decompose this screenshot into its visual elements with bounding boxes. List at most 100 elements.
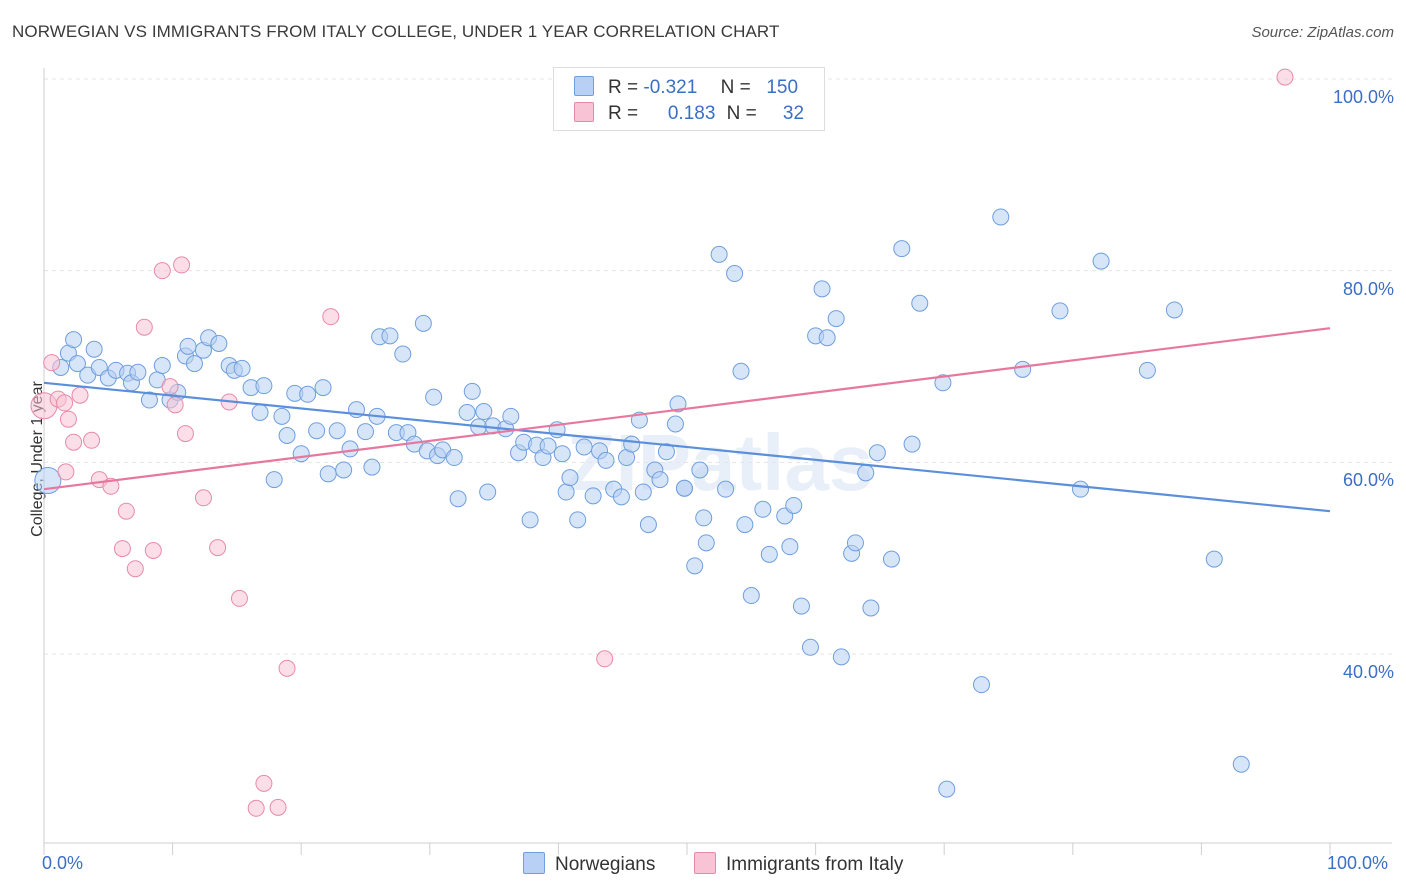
data-point bbox=[1014, 360, 1032, 378]
data-point bbox=[65, 331, 83, 349]
data-point bbox=[335, 461, 353, 479]
legend-n-label: N = bbox=[720, 77, 751, 98]
data-point bbox=[569, 511, 587, 529]
legend-n-value: 32 bbox=[782, 103, 805, 124]
data-point bbox=[278, 659, 296, 677]
legend-swatch-norwegians bbox=[574, 76, 594, 96]
y-tick-label: 80.0% bbox=[1342, 278, 1394, 299]
chart-title: NORWEGIAN VS IMMIGRANTS FROM ITALY COLLE… bbox=[12, 22, 780, 41]
data-point bbox=[742, 587, 760, 605]
data-point bbox=[210, 335, 228, 352]
data-point bbox=[726, 265, 744, 283]
data-point bbox=[71, 386, 89, 404]
data-point bbox=[695, 509, 713, 527]
data-point bbox=[584, 487, 602, 505]
data-point bbox=[857, 464, 875, 482]
legend-row-italy: R = 0.183 N = 32 bbox=[574, 102, 804, 126]
data-point bbox=[882, 550, 900, 568]
data-point bbox=[209, 539, 227, 557]
data-point bbox=[85, 340, 103, 358]
bottom-legend-label: Norwegians bbox=[555, 854, 656, 875]
data-point bbox=[557, 483, 575, 501]
bottom-legend-italy: Immigrants from Italy bbox=[694, 852, 903, 876]
data-point bbox=[691, 461, 709, 479]
data-point bbox=[1051, 302, 1069, 320]
data-point bbox=[230, 589, 248, 607]
data-point bbox=[153, 262, 171, 280]
data-point bbox=[308, 422, 326, 440]
data-point bbox=[666, 415, 684, 433]
trend-line bbox=[43, 381, 1331, 513]
data-point bbox=[341, 440, 359, 458]
data-point bbox=[832, 648, 850, 666]
data-point bbox=[233, 359, 251, 377]
data-point bbox=[255, 774, 273, 792]
data-point bbox=[911, 294, 929, 312]
x-tick-label-max: 100.0% bbox=[1327, 853, 1389, 873]
data-point bbox=[634, 483, 652, 501]
y-tick-label: 40.0% bbox=[1342, 662, 1394, 682]
data-point bbox=[255, 377, 273, 395]
data-point bbox=[846, 534, 864, 552]
legend-r-value: -0.321 bbox=[643, 77, 698, 98]
data-point bbox=[251, 404, 269, 421]
data-point bbox=[686, 557, 704, 575]
data-point bbox=[113, 540, 131, 558]
data-point bbox=[173, 256, 191, 274]
data-point bbox=[247, 799, 265, 817]
data-point bbox=[521, 511, 539, 529]
data-point bbox=[161, 378, 179, 396]
data-point bbox=[827, 310, 845, 328]
data-point bbox=[934, 374, 952, 392]
data-point bbox=[639, 516, 657, 534]
data-point bbox=[176, 425, 194, 443]
bottom-legend-label: Immigrants from Italy bbox=[726, 854, 904, 875]
trend-line bbox=[43, 327, 1331, 491]
data-point bbox=[135, 318, 153, 336]
data-point bbox=[992, 208, 1010, 226]
data-point bbox=[669, 395, 687, 413]
data-point bbox=[43, 354, 61, 372]
data-point bbox=[717, 480, 735, 498]
data-point bbox=[596, 650, 614, 668]
data-point bbox=[813, 280, 831, 298]
data-point bbox=[414, 314, 432, 332]
data-point bbox=[597, 451, 615, 469]
data-point bbox=[1165, 301, 1183, 319]
data-point bbox=[801, 638, 819, 656]
legend-swatch-italy bbox=[574, 102, 594, 122]
bottom-legend-norwegians: Norwegians bbox=[523, 852, 655, 876]
data-point bbox=[269, 798, 287, 816]
legend-r-value: 0.183 bbox=[667, 103, 716, 124]
data-point bbox=[818, 329, 836, 347]
legend-n-label: N = bbox=[726, 103, 757, 124]
data-point bbox=[68, 355, 86, 373]
data-point bbox=[57, 463, 75, 481]
data-point bbox=[126, 560, 144, 578]
data-point bbox=[292, 445, 310, 463]
data-point bbox=[561, 469, 579, 487]
data-point bbox=[781, 538, 799, 556]
data-point bbox=[623, 435, 641, 453]
data-point bbox=[140, 391, 158, 409]
data-point bbox=[938, 780, 956, 798]
data-point bbox=[710, 245, 728, 263]
data-point bbox=[59, 410, 77, 428]
data-point bbox=[153, 357, 171, 375]
data-point bbox=[83, 431, 101, 449]
data-point bbox=[785, 496, 803, 514]
legend-n-value: 150 bbox=[766, 77, 799, 98]
data-point bbox=[972, 676, 990, 694]
data-point bbox=[179, 337, 197, 355]
data-point bbox=[445, 449, 463, 467]
data-point bbox=[194, 489, 212, 507]
data-point bbox=[449, 490, 467, 508]
bottom-legend-swatch-italy bbox=[694, 852, 716, 874]
data-point bbox=[144, 542, 162, 559]
data-point bbox=[56, 394, 74, 412]
data-point bbox=[903, 435, 921, 453]
data-point bbox=[65, 433, 83, 451]
data-point bbox=[502, 407, 520, 425]
data-point bbox=[553, 445, 571, 463]
